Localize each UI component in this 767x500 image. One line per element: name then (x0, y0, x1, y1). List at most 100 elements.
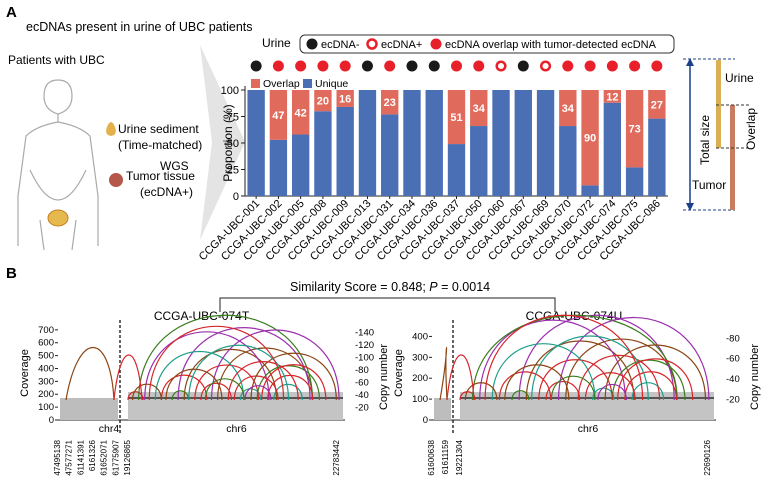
urine-marker (517, 60, 529, 72)
legend-text: ecDNA overlap with tumor-detected ecDNA (445, 39, 657, 51)
bar-segment (247, 90, 265, 196)
urine-marker (495, 60, 507, 72)
sv-arc (188, 344, 290, 401)
sv-arc (160, 374, 208, 401)
bar-segment (447, 90, 466, 145)
bar-segment (581, 185, 599, 196)
y-tick-label: 0 (233, 191, 239, 203)
text: Tumor (692, 178, 726, 192)
text: (Time-matched) (118, 138, 202, 152)
bar-segment (403, 90, 421, 196)
value-label: 16 (339, 93, 351, 105)
sv-arc (479, 319, 626, 401)
y2-tick-label: -100 (355, 352, 374, 363)
bar-segment (603, 90, 622, 103)
coverage (128, 392, 343, 420)
y2-axis-label: Copy number (378, 344, 390, 410)
urine-marker (451, 60, 462, 72)
coordinate: 61652071 (100, 439, 109, 475)
bar-segment (648, 90, 666, 119)
urine-marker (361, 60, 373, 72)
sv-arc (504, 364, 570, 401)
bar-segment (536, 90, 555, 196)
urine-bar (716, 60, 721, 148)
legend-swatch (251, 79, 260, 88)
bar-segment (269, 139, 288, 196)
text: Urine sediment (118, 122, 199, 136)
sv-arc (204, 378, 245, 401)
bar-segment (559, 90, 577, 127)
text: Patients with UBC (8, 53, 105, 67)
sv-arc (200, 382, 233, 401)
bar-segment (381, 90, 399, 115)
sv-arc (611, 359, 686, 401)
y-tick-label: 200 (38, 389, 54, 400)
y2-tick-label: -80 (726, 333, 740, 344)
bar-segment (314, 111, 332, 196)
sv-arc (597, 384, 627, 401)
sv-arc (144, 331, 270, 401)
value-label: 47 (272, 110, 284, 122)
y2-tick-label: -120 (355, 340, 374, 351)
bar-segment (625, 167, 644, 196)
legend-marker (306, 38, 318, 50)
y-axis-label: Proportion (%) (221, 104, 235, 181)
urine-marker (272, 60, 284, 72)
panel-label: B (6, 265, 17, 282)
legend-box (299, 34, 675, 54)
similarity: Similarity Score = 0.848; P = 0.0014 (290, 280, 490, 294)
chr-label: chr4 (99, 423, 120, 435)
sv-arc (127, 391, 144, 401)
value-label: 42 (295, 107, 307, 119)
sv-arc (131, 383, 162, 401)
arrow-head (686, 58, 694, 66)
legend-text: ecDNA+ (381, 39, 422, 51)
y-tick-label: 300 (38, 376, 54, 387)
bar-segment (269, 90, 288, 140)
sv-arc (148, 325, 285, 401)
sv-arc (446, 354, 475, 401)
bar-segment (514, 90, 532, 196)
text: WGS (160, 159, 189, 173)
urine-drop (106, 122, 116, 136)
coordinate: 19221304 (455, 439, 464, 475)
urine-marker (629, 60, 641, 72)
y-tick-label: 500 (38, 351, 54, 362)
panel-label: A (6, 4, 17, 21)
sv-arc (261, 364, 327, 401)
coordinate: 61600638 (427, 439, 436, 475)
coverage (60, 398, 118, 420)
tumor-bar (730, 105, 735, 210)
y-tick-label: 300 (412, 352, 428, 363)
legend-text: Unique (315, 78, 348, 90)
text: Total size (698, 115, 712, 165)
y-tick-label: 600 (38, 338, 54, 349)
y2-tick-label: -40 (355, 390, 369, 401)
value-label: 90 (584, 133, 596, 145)
urine-marker (384, 60, 396, 72)
legend-marker (430, 38, 442, 50)
sv-arc (244, 385, 272, 401)
bar-segment (425, 90, 443, 196)
sv-arc (484, 314, 644, 401)
sv-arc (531, 335, 649, 401)
sv-arc (604, 344, 707, 401)
bar-segment (492, 90, 510, 196)
sv-arc (518, 314, 675, 401)
text: P (429, 280, 438, 294)
bar-segment (648, 118, 666, 196)
chr-label: chr6 (578, 423, 599, 435)
urine-marker (317, 60, 329, 72)
text: Similarity Score = 0.848; (290, 280, 429, 294)
bar-segment (603, 102, 622, 196)
coordinate: 61141391 (76, 439, 85, 475)
y2-tick-label: -140 (355, 327, 374, 338)
sv-arc (273, 383, 303, 401)
coordinate: 6161326 (88, 439, 97, 471)
value-label: 23 (384, 97, 396, 109)
sv-arc (550, 375, 596, 401)
y-tick-label: 0 (423, 415, 428, 426)
sv-arc (491, 343, 596, 401)
urine-marker (339, 60, 351, 72)
sv-arc (631, 382, 665, 401)
